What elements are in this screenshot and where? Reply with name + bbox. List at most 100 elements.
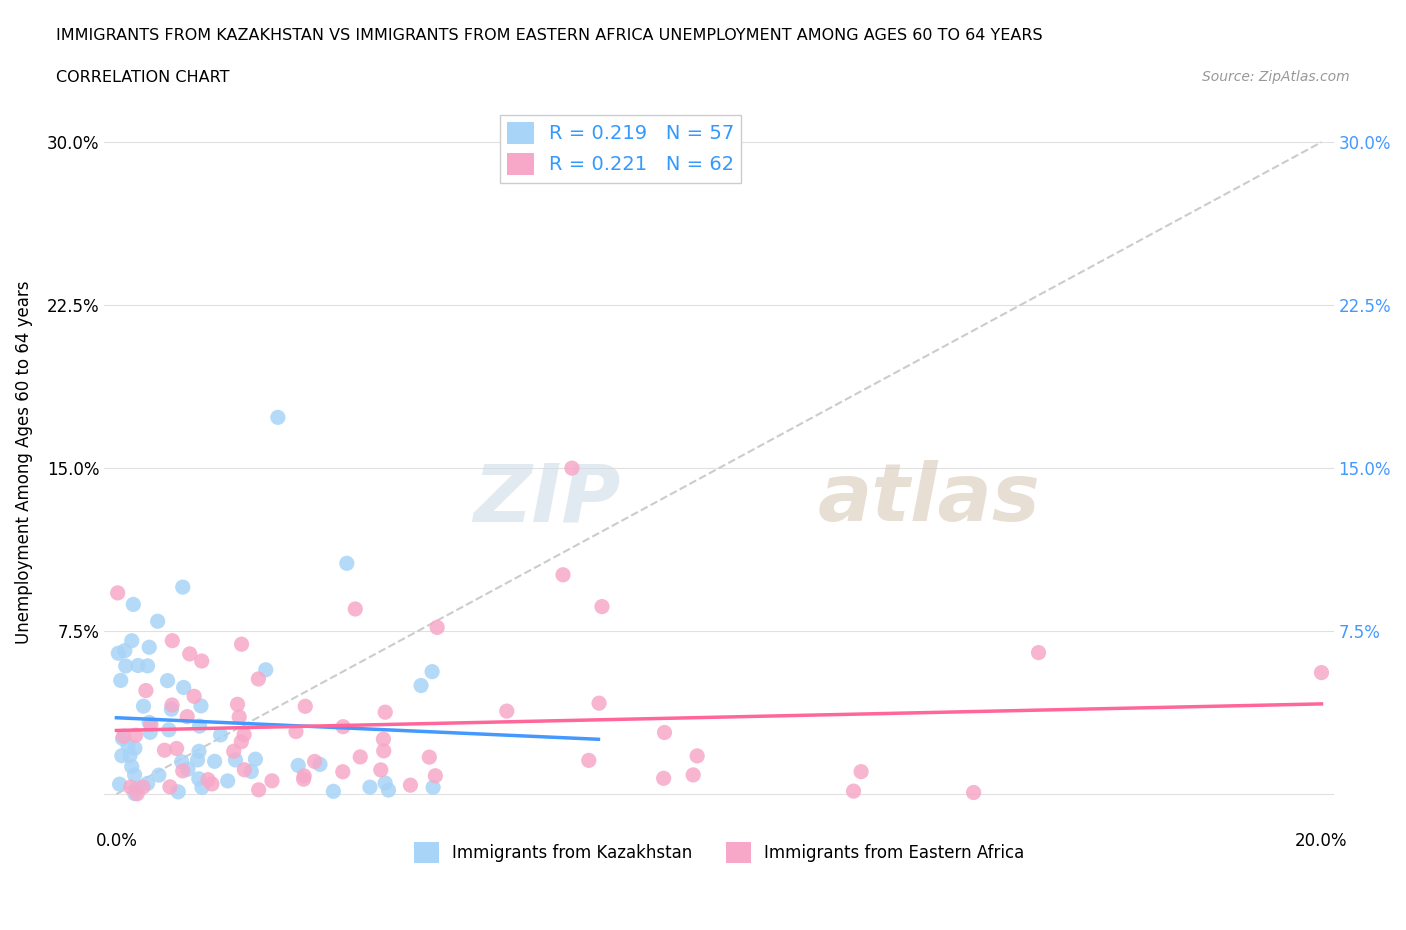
Y-axis label: Unemployment Among Ages 60 to 64 years: Unemployment Among Ages 60 to 64 years <box>15 281 32 644</box>
Point <box>654 725 676 740</box>
Point <box>188 719 211 734</box>
Point <box>138 715 160 730</box>
Point <box>172 764 194 778</box>
Point <box>217 774 239 789</box>
Point <box>373 732 395 747</box>
Point <box>561 460 583 475</box>
Text: ZIP: ZIP <box>474 460 620 538</box>
Point <box>285 724 308 739</box>
Point <box>591 599 613 614</box>
Point <box>370 763 392 777</box>
Point <box>191 780 214 795</box>
Point <box>578 753 600 768</box>
Point <box>124 767 146 782</box>
Point <box>332 764 354 779</box>
Point <box>422 780 444 795</box>
Text: CORRELATION CHART: CORRELATION CHART <box>56 70 229 85</box>
Point <box>425 768 447 783</box>
Point <box>190 654 212 669</box>
Text: IMMIGRANTS FROM KAZAKHSTAN VS IMMIGRANTS FROM EASTERN AFRICA UNEMPLOYMENT AMONG : IMMIGRANTS FROM KAZAKHSTAN VS IMMIGRANTS… <box>56 28 1043 43</box>
Point <box>153 743 176 758</box>
Point <box>374 705 396 720</box>
Point <box>426 620 449 635</box>
Point <box>160 702 183 717</box>
Point <box>107 645 129 660</box>
Point <box>160 698 183 712</box>
Point <box>176 710 198 724</box>
Point <box>962 785 984 800</box>
Point <box>322 784 344 799</box>
Point <box>231 735 253 750</box>
Point <box>111 749 134 764</box>
Point <box>157 723 180 737</box>
Point <box>179 646 201 661</box>
Text: Source: ZipAtlas.com: Source: ZipAtlas.com <box>1202 70 1350 84</box>
Point <box>292 768 315 783</box>
Point <box>254 662 277 677</box>
Point <box>260 774 283 789</box>
Point <box>127 658 149 673</box>
Point <box>127 787 149 802</box>
Point <box>172 579 194 594</box>
Point <box>292 772 315 787</box>
Point <box>132 779 155 794</box>
Point <box>139 724 162 739</box>
Point <box>124 741 146 756</box>
Point <box>309 757 332 772</box>
Point <box>682 767 704 782</box>
Point <box>159 779 181 794</box>
Point <box>1310 665 1333 680</box>
Point <box>111 731 134 746</box>
Point <box>121 759 143 774</box>
Point <box>233 763 256 777</box>
Point <box>173 680 195 695</box>
Point <box>231 637 253 652</box>
Point <box>374 776 396 790</box>
Point <box>287 758 309 773</box>
Point <box>304 754 326 769</box>
Point <box>156 673 179 688</box>
Point <box>166 741 188 756</box>
Point <box>162 633 184 648</box>
Point <box>125 781 148 796</box>
Point <box>120 779 142 794</box>
Point <box>124 786 146 801</box>
Point <box>139 717 162 732</box>
Point <box>107 586 129 601</box>
Point <box>842 784 865 799</box>
Point <box>209 727 232 742</box>
Text: atlas: atlas <box>817 460 1040 538</box>
Point <box>177 762 200 777</box>
Point <box>849 764 872 779</box>
Legend: Immigrants from Kazakhstan, Immigrants from Eastern Africa: Immigrants from Kazakhstan, Immigrants f… <box>406 836 1031 870</box>
Point <box>224 752 246 767</box>
Point <box>122 597 145 612</box>
Point <box>108 777 131 791</box>
Point <box>121 633 143 648</box>
Point <box>132 698 155 713</box>
Point <box>247 782 270 797</box>
Point <box>359 779 381 794</box>
Point <box>377 783 399 798</box>
Point <box>187 744 209 759</box>
Point <box>148 767 170 782</box>
Point <box>686 749 709 764</box>
Point <box>652 771 675 786</box>
Point <box>136 658 159 673</box>
Point <box>267 410 290 425</box>
Point <box>117 738 139 753</box>
Point <box>409 678 432 693</box>
Point <box>114 658 136 673</box>
Point <box>190 698 212 713</box>
Point <box>336 556 359 571</box>
Point <box>228 710 250 724</box>
Point <box>204 754 226 769</box>
Point <box>588 696 610 711</box>
Point <box>551 567 574 582</box>
Point <box>226 697 249 711</box>
Point <box>187 771 209 786</box>
Point <box>112 729 135 744</box>
Point <box>146 614 169 629</box>
Point <box>294 698 316 713</box>
Point <box>247 671 270 686</box>
